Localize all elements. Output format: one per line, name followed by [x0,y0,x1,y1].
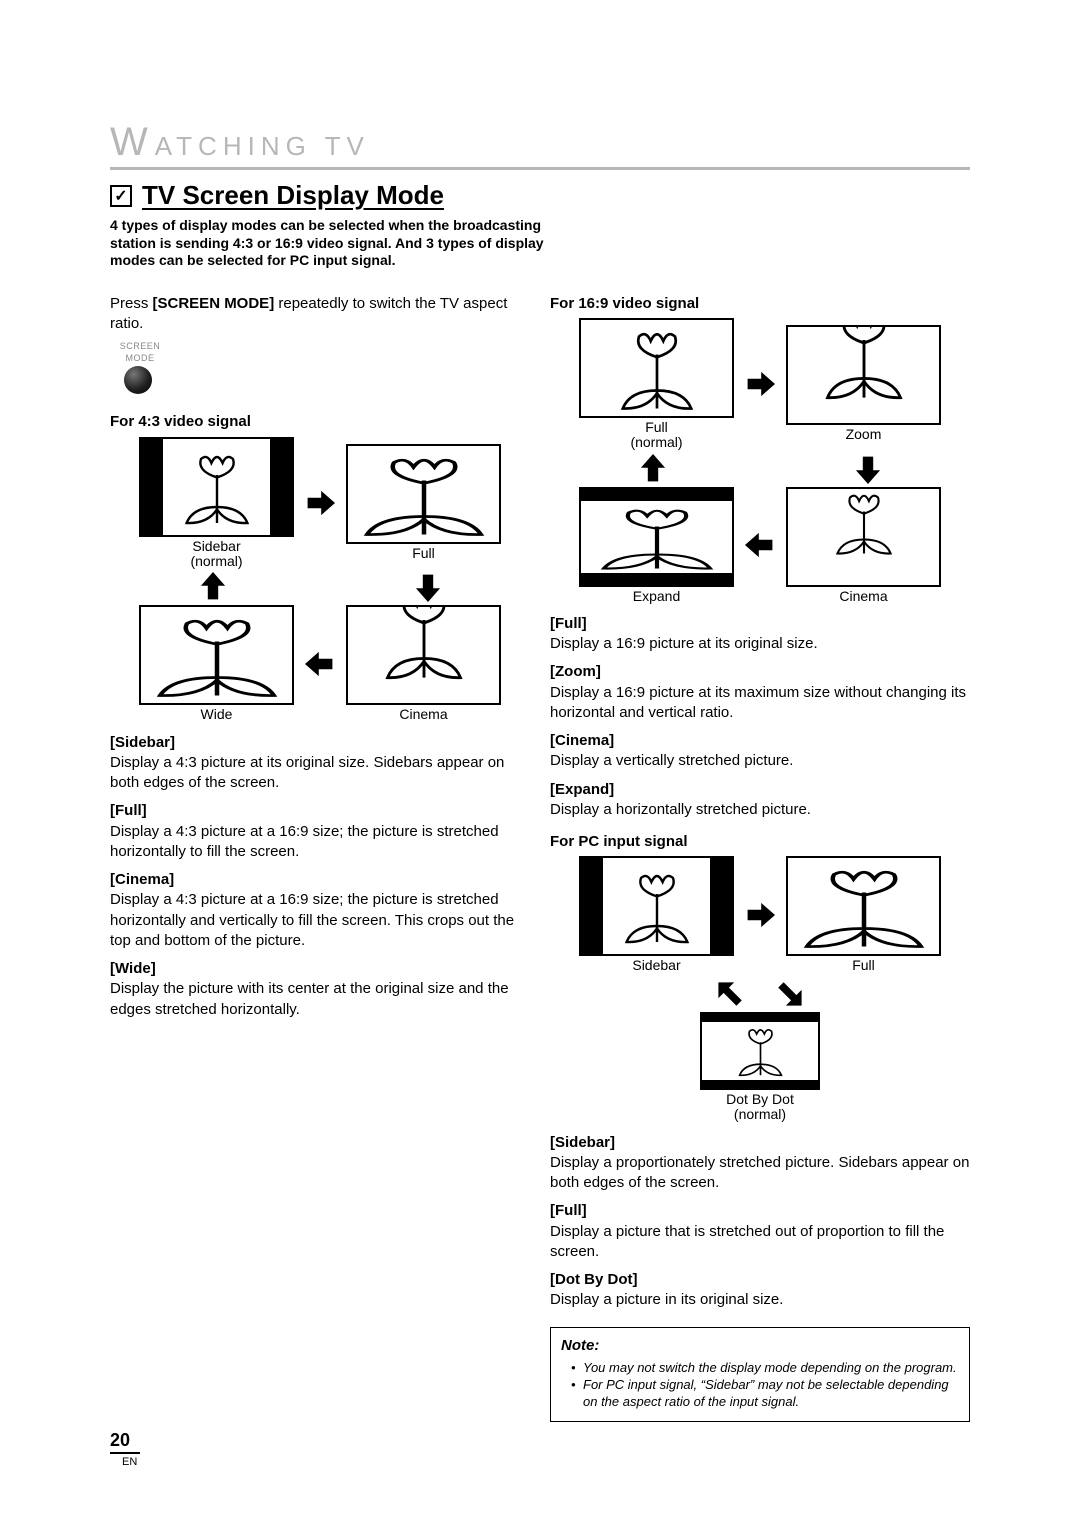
caption-zoom: Zoom [846,427,882,442]
heading-169: For 16:9 video signal [550,294,970,314]
desc-heading: [Full] [110,801,530,821]
desc-heading: [Sidebar] [110,733,530,753]
frame-expand [579,487,734,587]
frame-sidebar [139,437,294,537]
tulip-icon [587,502,727,572]
frame-pc-dot [700,1012,820,1090]
desc-text: Display a 16:9 picture at its maximum si… [550,683,970,724]
tulip-icon [733,1023,788,1078]
tulip-icon [612,323,702,413]
left-column: Press [SCREEN MODE] repeatedly to switch… [110,294,530,1422]
frame-pc-full [786,856,941,956]
desc-heading: [Full] [550,614,970,634]
arrow-right-icon [744,899,776,931]
desc-heading: [Dot By Dot] [550,1270,970,1290]
caption-sidebar: Sidebar(normal) [190,539,242,570]
page-header: W ATCHING TV [110,120,970,165]
desc-heading: [Cinema] [110,870,530,890]
caption-cinema-43: Cinema [399,707,447,722]
arrow-down-right-icon [774,978,806,1010]
desc-text: Display a 4:3 picture at its original si… [110,753,530,794]
note-list: You may not switch the display mode depe… [561,1360,959,1411]
page-language: EN [110,1456,140,1468]
caption-cinema-169: Cinema [839,589,887,604]
frame-full-43 [346,444,501,544]
desc-text: Display a proportionately stretched pict… [550,1153,970,1194]
caption-pc-sidebar: Sidebar [632,958,680,973]
page-number: 20 [110,1430,140,1454]
desc-text: Display a picture that is stretched out … [550,1222,970,1263]
caption-full-169: Full(normal) [630,420,682,451]
caption-full-43: Full [412,546,435,561]
frame-cinema-43 [346,605,501,705]
desc-heading: [Sidebar] [550,1133,970,1153]
caption-expand: Expand [633,589,680,604]
screen-mode-label-1: SCREEN [110,340,170,352]
section-intro: 4 types of display modes can be selected… [110,217,590,270]
tulip-icon [789,861,939,951]
arrow-right-icon [744,368,776,400]
arrow-down-icon [412,571,444,603]
screen-mode-label-2: MODE [110,352,170,364]
arrow-up-icon [197,571,229,603]
tulip-icon [814,489,914,585]
note-item: For PC input signal, “Sidebar” may not b… [571,1377,959,1411]
desc-text: Display a vertically stretched picture. [550,751,970,771]
desc-heading: [Full] [550,1201,970,1221]
section-title: TV Screen Display Mode [142,180,444,211]
heading-43: For 4:3 video signal [110,412,530,432]
arrow-left-icon [744,529,776,561]
desc-text: Display a picture in its original size. [550,1290,970,1310]
frame-zoom [786,325,941,425]
tulip-icon [177,447,257,527]
tulip-icon [142,610,292,700]
note-box: Note: You may not switch the display mod… [550,1327,970,1422]
caption-pc-full: Full [852,958,875,973]
desc-heading: [Cinema] [550,731,970,751]
arrow-left-icon [304,648,336,680]
desc-text: Display a 4:3 picture at a 16:9 size; th… [110,822,530,863]
diagram-169: Full(normal) Zoom [550,318,970,604]
header-rest: ATCHING TV [155,131,370,162]
frame-cinema-169 [786,487,941,587]
right-column: For 16:9 video signal Full(normal) Zoom [550,294,970,1422]
header-divider [110,167,970,170]
press-instruction: Press [SCREEN MODE] repeatedly to switch… [110,294,530,335]
tulip-icon [349,607,499,703]
section-title-row: ✓ TV Screen Display Mode [110,180,970,211]
diagram-43: Sidebar(normal) Full [110,437,530,723]
desc-text: Display the picture with its center at t… [110,979,530,1020]
arrow-right-icon [304,487,336,519]
note-title: Note: [561,1336,959,1356]
frame-full-169 [579,318,734,418]
desc-text: Display a horizontally stretched picture… [550,800,970,820]
check-icon: ✓ [110,185,132,207]
note-item: You may not switch the display mode depe… [571,1360,959,1377]
tulip-icon [789,327,939,423]
desc-heading: [Zoom] [550,662,970,682]
tulip-icon [349,449,499,539]
heading-pc: For PC input signal [550,832,970,852]
frame-wide-43 [139,605,294,705]
arrow-up-left-icon [714,978,746,1010]
arrow-up-icon [637,453,669,485]
caption-wide: Wide [201,707,233,722]
header-big-letter: W [110,120,154,165]
diagram-pc: Sidebar Full [550,856,970,1122]
caption-pc-dot: Dot By Dot(normal) [726,1092,794,1123]
desc-heading: [Expand] [550,780,970,800]
screen-mode-button-icon [124,366,152,394]
tulip-icon [617,866,697,946]
desc-text: Display a 16:9 picture at its original s… [550,634,970,654]
desc-text: Display a 4:3 picture at a 16:9 size; th… [110,890,530,951]
arrow-down-icon [852,453,884,485]
page-footer: 20 EN [110,1430,140,1468]
desc-heading: [Wide] [110,959,530,979]
frame-pc-sidebar [579,856,734,956]
